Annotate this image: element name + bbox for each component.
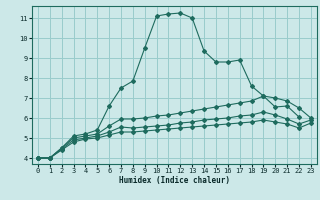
X-axis label: Humidex (Indice chaleur): Humidex (Indice chaleur) (119, 176, 230, 185)
